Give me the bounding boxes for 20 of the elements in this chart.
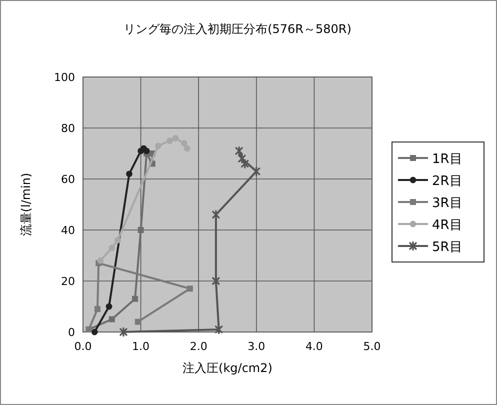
y-tick-label: 60 xyxy=(61,173,75,186)
legend-label: 2R目 xyxy=(432,174,462,189)
x-tick-label: 3.0 xyxy=(248,340,266,353)
x-tick-label: 2.0 xyxy=(190,340,208,353)
legend-label: 1R目 xyxy=(432,152,462,167)
y-tick-label: 40 xyxy=(61,224,75,237)
x-tick-label: 1.0 xyxy=(132,340,150,353)
x-tick-label: 0.0 xyxy=(74,340,92,353)
legend-label: 3R目 xyxy=(432,196,462,211)
chart-title: リング毎の注入初期圧分布(576R～580R) xyxy=(124,22,352,36)
legend-label: 5R目 xyxy=(432,240,462,255)
y-tick-label: 100 xyxy=(54,71,75,84)
x-tick-label: 5.0 xyxy=(363,340,381,353)
y-tick-label: 20 xyxy=(61,275,75,288)
y-tick-label: 0 xyxy=(68,326,75,339)
legend-label: 4R目 xyxy=(432,218,462,233)
x-axis-title: 注入圧(kg/cm2) xyxy=(182,361,272,375)
y-tick-label: 80 xyxy=(61,122,75,135)
y-axis-title: 流量(l/min) xyxy=(19,172,33,236)
x-tick-label: 4.0 xyxy=(305,340,323,353)
